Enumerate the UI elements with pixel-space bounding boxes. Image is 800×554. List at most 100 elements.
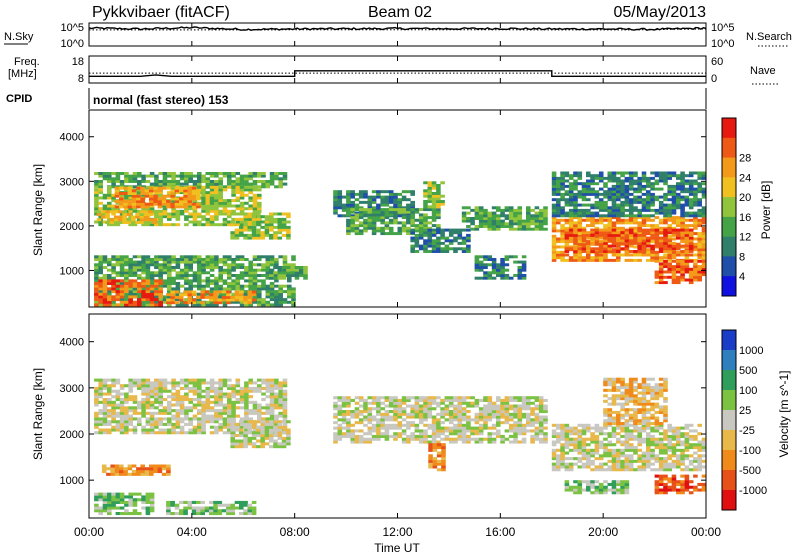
velocity-colorbar-swatch-4 <box>722 410 736 431</box>
power-y-axis: 1000 2000 3000 4000 <box>60 132 706 278</box>
time-axis: 00:00 04:00 08:00 12:00 16:00 20:00 00:00 <box>74 23 721 539</box>
velocity-colorbar-swatch-2 <box>722 370 736 391</box>
velocity-colorbar-swatch-1 <box>722 350 736 371</box>
velocity-region-1 <box>101 464 171 476</box>
time-tick-4: 16:00 <box>485 525 515 539</box>
power-colorbar-swatch-1 <box>722 137 736 158</box>
velocity-region-0 <box>94 378 288 435</box>
velocity-region-4 <box>230 420 291 449</box>
cpid-label: CPID <box>6 93 32 105</box>
nsky-left-tick-top: 10^5 <box>60 22 84 34</box>
velocity-colorbar-tick-6: -500 <box>739 465 761 477</box>
power-colorbar-tick-3: 16 <box>739 212 751 224</box>
power-colorbar-label: Power [dB] <box>759 181 773 240</box>
power-colorbar-swatch-3 <box>722 177 736 198</box>
power-colorbar-tick-4: 20 <box>739 192 751 204</box>
nsky-right-tick-top: 10^5 <box>711 22 735 34</box>
power-region-17 <box>551 171 707 218</box>
power-ytick-3000: 3000 <box>60 176 84 188</box>
power-ylabel: Slant Range [km] <box>31 164 45 256</box>
nsky-left-tick-bottom: 10^0 <box>60 38 84 50</box>
figure-title: Pykkvibaer (fitACF) <box>92 4 230 21</box>
nave-right-tick-bottom: 0 <box>711 73 717 85</box>
velocity-ytick-4000: 4000 <box>60 337 84 349</box>
velocity-colorbar-tick-3: 25 <box>739 405 751 417</box>
velocity-colorbar-swatch-3 <box>722 390 736 411</box>
power-colorbar-tick-5: 24 <box>739 172 751 184</box>
power-colorbar-swatch-0 <box>722 118 736 139</box>
velocity-colorbar-tick-0: 1000 <box>739 345 763 357</box>
velocity-colorbar-swatch-7 <box>722 470 736 491</box>
power-region-14 <box>474 255 527 280</box>
power-region-12 <box>410 228 471 253</box>
power-colorbar-swatch-2 <box>722 157 736 178</box>
power-region-16 <box>564 228 694 253</box>
velocity-ytick-3000: 3000 <box>60 383 84 395</box>
power-colorbar-tick-1: 8 <box>739 251 745 263</box>
time-tick-1: 04:00 <box>177 525 207 539</box>
date-label: 05/May/2013 <box>613 4 706 21</box>
beam-label: Beam 02 <box>368 4 432 21</box>
power-ytick-2000: 2000 <box>60 221 84 233</box>
freq-left-tick-bottom: 8 <box>78 73 84 85</box>
power-region-6 <box>94 279 163 307</box>
power-colorbar-tick-0: 4 <box>739 271 745 283</box>
time-tick-3: 12:00 <box>382 525 412 539</box>
velocity-ytick-2000: 2000 <box>60 429 84 441</box>
velocity-colorbar-swatch-6 <box>722 450 736 471</box>
power-colorbar-swatch-4 <box>722 197 736 218</box>
power-region-10 <box>346 208 441 236</box>
freq-left-tick-top: 18 <box>72 56 84 68</box>
freq-series-group <box>89 70 706 77</box>
freq-series-0 <box>89 70 706 77</box>
velocity-y-axis: 1000 2000 3000 4000 <box>60 337 706 487</box>
velocity-region-2 <box>94 492 155 516</box>
velocity-heatmap <box>94 377 707 516</box>
velocity-colorbar-swatch-0 <box>722 330 736 351</box>
time-axis-label: Time UT <box>374 541 420 554</box>
power-region-8 <box>269 266 308 280</box>
velocity-region-5 <box>333 396 548 444</box>
velocity-region-10 <box>564 480 630 495</box>
nsky-label: N.Sky <box>4 31 34 43</box>
velocity-colorbar-tick-2: 100 <box>739 385 757 397</box>
power-region-18 <box>654 259 707 285</box>
power-colorbar-swatch-5 <box>722 216 736 237</box>
nave-right-tick-top: 60 <box>711 56 723 68</box>
velocity-region-8 <box>603 377 668 426</box>
nsky-right-tick-bottom: 10^0 <box>711 38 735 50</box>
power-region-7 <box>166 290 257 305</box>
velocity-region-3 <box>166 500 257 516</box>
time-tick-2: 08:00 <box>280 525 310 539</box>
velocity-ytick-1000: 1000 <box>60 475 84 487</box>
time-tick-6: 00:00 <box>691 525 721 539</box>
velocity-colorbar-swatch-5 <box>722 430 736 451</box>
nave-label: Nave <box>750 65 776 77</box>
power-region-13 <box>461 206 548 231</box>
power-colorbar-tick-2: 12 <box>739 232 751 244</box>
freq-unit-label: [MHz] <box>8 68 37 80</box>
cpid-mode-text: normal (fast stereo) 153 <box>93 93 229 107</box>
power-colorbar: 4 8 12 16 20 24 28 <box>721 117 751 297</box>
power-colorbar-tick-6: 28 <box>739 153 751 165</box>
nsearch-label: N.Search <box>746 31 792 43</box>
velocity-region-9 <box>654 474 707 495</box>
velocity-region-6 <box>428 443 446 472</box>
velocity-colorbar-tick-4: -25 <box>739 425 755 437</box>
velocity-ylabel: Slant Range [km] <box>31 368 45 460</box>
velocity-colorbar-tick-1: 500 <box>739 365 757 377</box>
power-region-4 <box>230 212 291 240</box>
power-heatmap <box>94 171 707 307</box>
velocity-colorbar-label: Velocity [m s^-1] <box>777 371 791 458</box>
velocity-region-7 <box>551 423 707 472</box>
time-tick-0: 00:00 <box>74 525 104 539</box>
velocity-colorbar-swatch-8 <box>722 490 736 511</box>
power-region-11 <box>423 181 445 209</box>
power-colorbar-swatch-7 <box>722 256 736 277</box>
velocity-colorbar-tick-5: -100 <box>739 445 761 457</box>
power-ytick-1000: 1000 <box>60 266 84 278</box>
nsky-series-1 <box>89 28 706 31</box>
velocity-colorbar-tick-7: -1000 <box>739 485 767 497</box>
power-region-3 <box>96 210 157 224</box>
